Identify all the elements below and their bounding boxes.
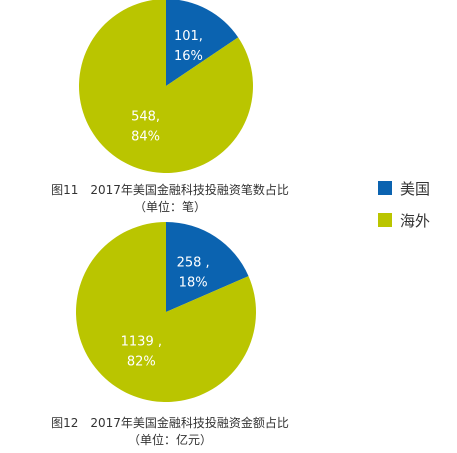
pie-chart-count: 101, 16% 548, 84% xyxy=(79,0,253,173)
fig11-caption: 图11 2017年美国金融科技投融资笔数占比 （单位：笔） xyxy=(0,182,340,216)
pie-count-percent-label-overseas: 84% xyxy=(131,129,160,144)
pie-count-percent-label-us: 16% xyxy=(174,49,203,64)
legend-label-overseas: 海外 xyxy=(400,211,431,230)
fig12-caption-unit: （单位：亿元） xyxy=(127,433,212,447)
fig12-caption-title: 图12 2017年美国金融科技投融资金额占比 xyxy=(51,416,289,430)
legend-item-overseas: 海外 xyxy=(378,209,430,231)
legend-swatch-us xyxy=(378,181,392,195)
pie-amount-slice-overseas xyxy=(76,222,256,402)
fig11-caption-unit: （单位：笔） xyxy=(133,200,206,214)
pie-count-slice-overseas xyxy=(79,0,253,173)
pie-amount-slice-us xyxy=(166,222,249,312)
legend: 美国 海外 xyxy=(378,177,430,241)
legend-swatch-overseas xyxy=(378,213,392,227)
pie-amount-value-label-overseas: 1139 , xyxy=(121,335,162,350)
pie-amount-percent-label-overseas: 82% xyxy=(127,355,156,370)
pie-amount-value-label-us: 258 , xyxy=(177,256,210,271)
fig11-caption-title: 图11 2017年美国金融科技投融资笔数占比 xyxy=(51,183,289,197)
pie-amount-percent-label-us: 18% xyxy=(179,276,208,291)
pie-count-value-label-overseas: 548, xyxy=(131,109,160,124)
legend-item-us: 美国 xyxy=(378,177,430,199)
pie-chart-amount: 258 , 18% 1139 , 82% xyxy=(76,222,256,402)
fig12-caption: 图12 2017年美国金融科技投融资金额占比 （单位：亿元） xyxy=(0,415,340,449)
pie-count-slice-us xyxy=(166,0,239,86)
pie-count-value-label-us: 101, xyxy=(174,29,203,44)
legend-label-us: 美国 xyxy=(400,179,431,198)
